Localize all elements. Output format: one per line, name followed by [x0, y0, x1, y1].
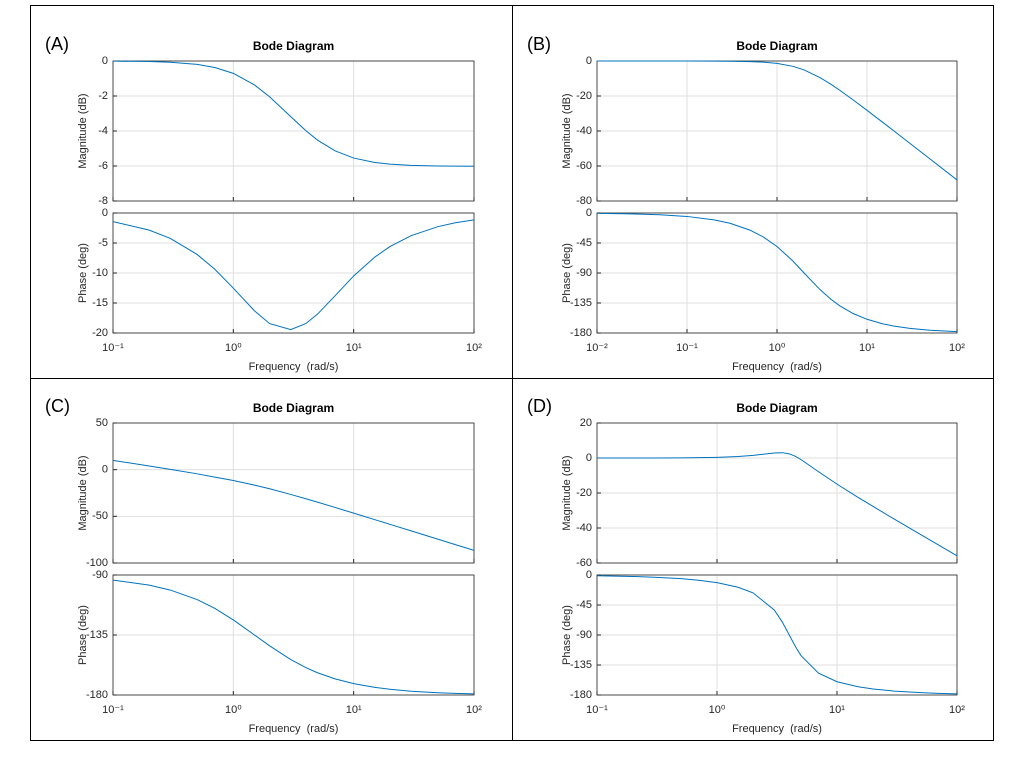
y-tick-label: -180 [570, 327, 592, 339]
axes-frame [112, 212, 475, 334]
axes-frame [596, 212, 958, 334]
x-tick-label: 10² [949, 342, 965, 354]
chart-title: Bode Diagram [253, 401, 334, 415]
y-axis-label: Phase (deg) [77, 605, 89, 665]
y-tick-label: -135 [570, 659, 592, 671]
x-tick-label: 10¹ [346, 342, 362, 354]
y-tick-label: 0 [586, 55, 592, 67]
x-tick-label: 10⁰ [709, 704, 726, 716]
y-tick-label: -10 [92, 267, 108, 279]
y-tick-label: -2 [98, 90, 108, 102]
y-tick-label: -40 [576, 125, 592, 137]
x-tick-label: 10⁻¹ [676, 342, 698, 354]
y-axis-label: Phase (deg) [561, 605, 573, 665]
y-tick-label: -90 [92, 569, 108, 581]
x-axis-label: Frequency (rad/s) [732, 723, 822, 735]
y-tick-label: -20 [576, 487, 592, 499]
x-tick-label: 10⁻¹ [586, 704, 608, 716]
y-tick-label: -60 [576, 557, 592, 569]
y-axis-label: Magnitude (dB) [561, 455, 573, 530]
data-line [597, 60, 958, 181]
y-axis-label: Magnitude (dB) [77, 455, 89, 530]
axes-frame [112, 422, 475, 564]
y-tick-label: -5 [98, 237, 108, 249]
panel-label: (A) [45, 34, 69, 54]
chart-title: Bode Diagram [736, 401, 817, 415]
panel-label: (B) [527, 34, 551, 54]
x-tick-label: 10⁰ [769, 342, 786, 354]
x-tick-label: 10⁻¹ [102, 342, 124, 354]
y-axis-label: Phase (deg) [561, 243, 573, 303]
axes-frame [112, 574, 475, 696]
data-line [596, 575, 958, 695]
y-tick-label: -90 [576, 267, 592, 279]
y-tick-label: -60 [576, 160, 592, 172]
y-tick-label: 0 [586, 569, 592, 581]
data-line [112, 60, 475, 167]
y-tick-label: -80 [576, 195, 592, 207]
x-tick-label: 10⁻² [586, 342, 608, 354]
y-tick-label: -100 [86, 557, 108, 569]
x-axis-label: Frequency (rad/s) [249, 361, 339, 373]
x-tick-label: 10⁰ [225, 704, 242, 716]
axes-frame [596, 422, 958, 564]
y-axis-label: Magnitude (dB) [77, 93, 89, 168]
chart-title: Bode Diagram [736, 39, 817, 53]
axes-frame [596, 574, 958, 696]
y-tick-label: -40 [576, 522, 592, 534]
axes-frame [112, 60, 475, 202]
x-tick-label: 10⁻¹ [102, 704, 124, 716]
x-axis-label: Frequency (rad/s) [249, 723, 339, 735]
axes-frame [596, 60, 958, 202]
panel-label: (D) [527, 396, 552, 416]
chart-title: Bode Diagram [253, 39, 334, 53]
panel-label: (C) [45, 396, 70, 416]
data-line [112, 219, 475, 331]
x-tick-label: 10⁰ [225, 342, 242, 354]
y-tick-label: -50 [92, 510, 108, 522]
x-tick-label: 10¹ [346, 704, 362, 716]
data-line [596, 212, 958, 333]
y-tick-label: 0 [586, 452, 592, 464]
x-tick-label: 10¹ [829, 704, 845, 716]
y-tick-label: -20 [92, 327, 108, 339]
y-tick-label: -4 [98, 125, 108, 137]
x-tick-label: 10² [466, 704, 482, 716]
y-tick-label: -6 [98, 160, 108, 172]
y-tick-label: -45 [576, 599, 592, 611]
x-tick-label: 10² [949, 704, 965, 716]
y-tick-label: -180 [86, 689, 108, 701]
x-tick-label: 10² [466, 342, 482, 354]
data-line [112, 459, 475, 551]
y-tick-label: 0 [586, 207, 592, 219]
y-tick-label: -45 [576, 237, 592, 249]
x-tick-label: 10¹ [859, 342, 875, 354]
y-axis-label: Phase (deg) [77, 243, 89, 303]
y-tick-label: -90 [576, 629, 592, 641]
y-tick-label: -135 [570, 297, 592, 309]
data-line [596, 452, 958, 557]
y-tick-label: -20 [576, 90, 592, 102]
y-tick-label: -180 [570, 689, 592, 701]
y-tick-label: -8 [98, 195, 108, 207]
y-tick-label: 0 [102, 207, 108, 219]
x-axis-label: Frequency (rad/s) [732, 361, 822, 373]
y-axis-label: Magnitude (dB) [561, 93, 573, 168]
y-tick-label: 0 [102, 464, 108, 476]
plot-area [113, 423, 474, 563]
y-tick-label: 0 [102, 55, 108, 67]
y-tick-label: -15 [92, 297, 108, 309]
y-tick-label: 50 [96, 417, 108, 429]
data-line [112, 579, 475, 695]
y-tick-label: 20 [580, 417, 592, 429]
y-tick-label: -135 [86, 629, 108, 641]
